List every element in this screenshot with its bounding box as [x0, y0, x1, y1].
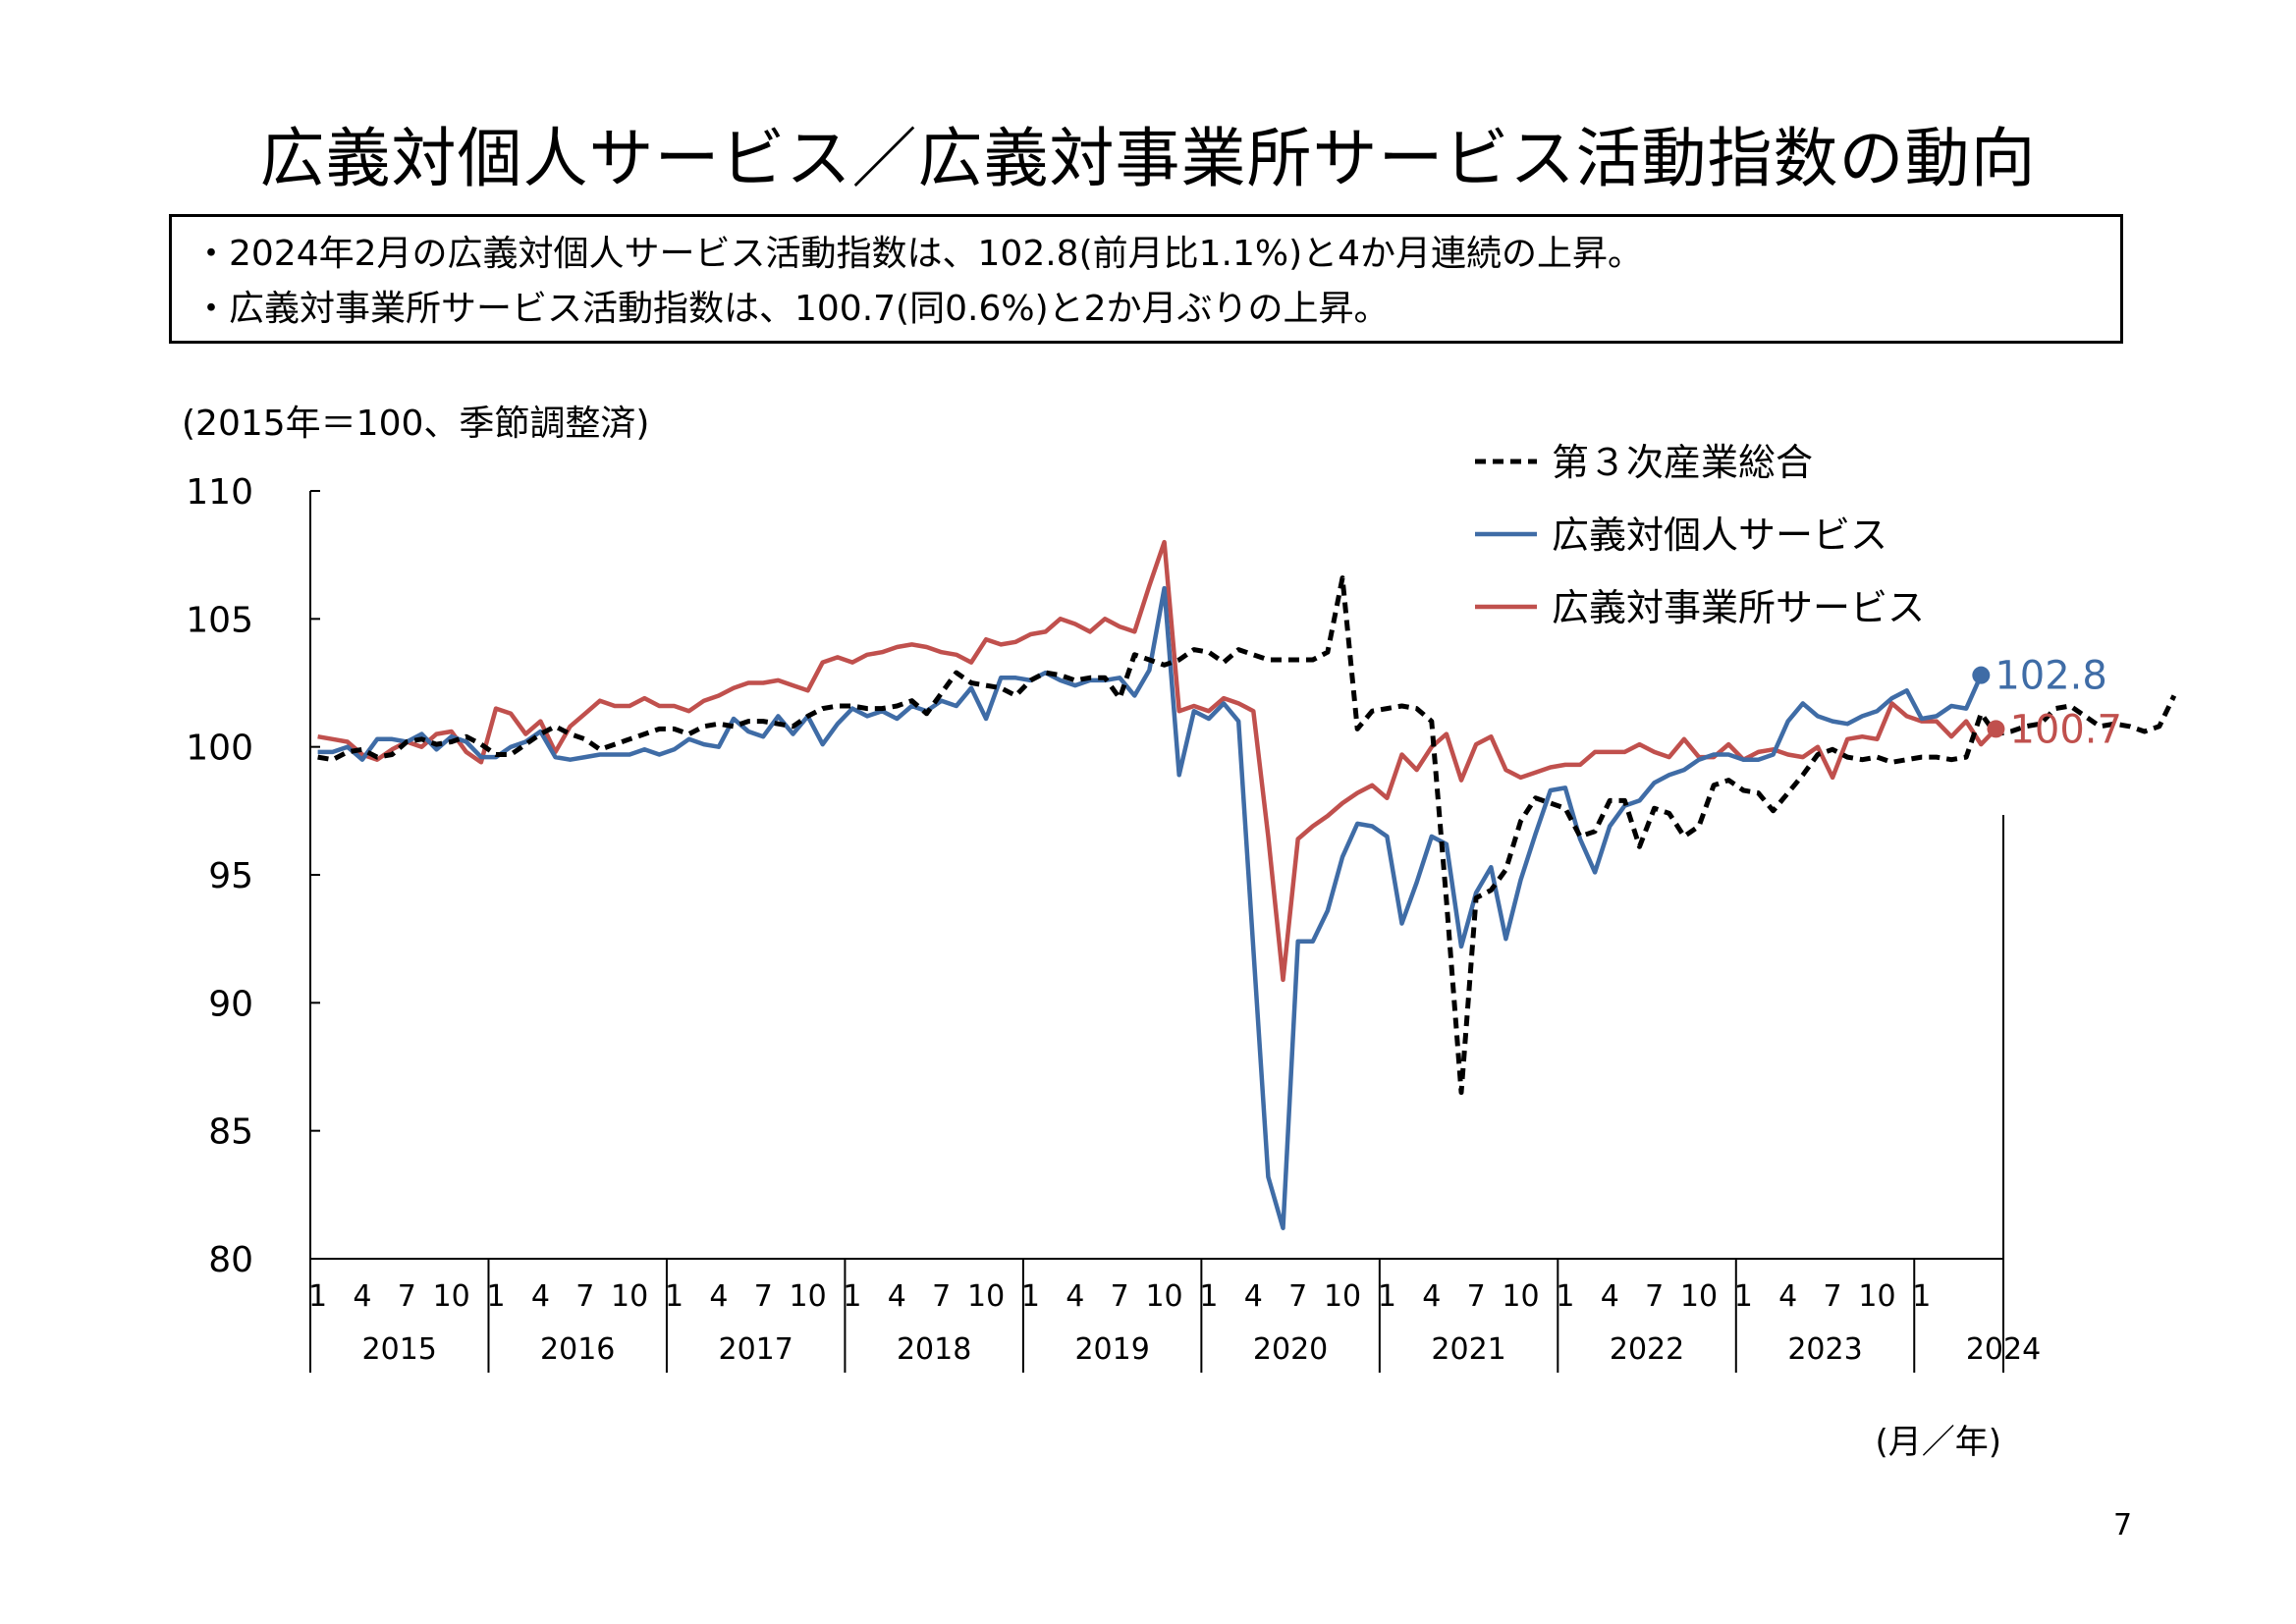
year-label: 2023 — [1787, 1332, 1862, 1367]
month-tick-label: 4 — [1244, 1279, 1263, 1314]
summary-line-business: ・広義対事業所サービス活動指数は、100.7(同0.6%)と2か月ぶりの上昇。 — [193, 289, 1390, 329]
series-line-tertiary — [317, 575, 2177, 1096]
month-tick-label: 1 — [308, 1279, 327, 1314]
y-tick-label: 105 — [186, 600, 253, 640]
page-number: 7 — [2113, 1508, 2133, 1543]
year-label: 2018 — [897, 1332, 971, 1367]
month-tick-label: 10 — [790, 1279, 827, 1314]
y-tick-label: 110 — [186, 472, 253, 513]
month-tick-label: 4 — [353, 1279, 371, 1314]
month-tick-label: 7 — [1111, 1279, 1129, 1314]
month-tick-label: 10 — [1145, 1279, 1182, 1314]
series-line-personal — [317, 585, 1984, 1230]
month-tick-label: 10 — [611, 1279, 648, 1314]
month-tick-label: 4 — [709, 1279, 728, 1314]
month-tick-label: 7 — [575, 1279, 594, 1314]
chart-end-labels: 102.8 100.7 — [1972, 654, 2122, 752]
month-tick-label: 1 — [1912, 1279, 1931, 1314]
month-tick-label: 7 — [1824, 1279, 1842, 1314]
y-tick-label: 80 — [208, 1240, 253, 1280]
legend-label-personal: 広義対個人サービス — [1552, 514, 1887, 557]
summary-line-personal: ・2024年2月の広義対個人サービス活動指数は、102.8(前月比1.1%)と4… — [193, 234, 1644, 274]
y-tick-label: 90 — [208, 984, 253, 1024]
month-tick-label: 10 — [1502, 1279, 1539, 1314]
month-tick-label: 1 — [1199, 1279, 1218, 1314]
page-title: 広義対個人サービス／広義対事業所サービス活動指数の動向 — [259, 121, 2037, 196]
year-label: 2022 — [1610, 1332, 1684, 1367]
year-label: 2015 — [362, 1332, 437, 1367]
month-tick-label: 1 — [1378, 1279, 1396, 1314]
month-tick-label: 1 — [843, 1279, 861, 1314]
y-tick-label: 100 — [186, 729, 253, 769]
legend-label-business: 広義対事業所サービス — [1552, 586, 1925, 629]
year-label: 2020 — [1253, 1332, 1328, 1367]
month-tick-label: 10 — [1324, 1279, 1361, 1314]
month-tick-label: 10 — [433, 1279, 470, 1314]
month-tick-label: 4 — [531, 1279, 550, 1314]
year-label: 2019 — [1074, 1332, 1149, 1367]
end-marker-business — [1987, 720, 2005, 738]
month-tick-label: 1 — [1734, 1279, 1753, 1314]
month-tick-label: 1 — [1021, 1279, 1040, 1314]
y-tick-label: 85 — [208, 1112, 253, 1153]
year-label: 2021 — [1431, 1332, 1505, 1367]
month-tick-label: 7 — [1467, 1279, 1486, 1314]
month-tick-label: 4 — [1601, 1279, 1619, 1314]
month-tick-label: 1 — [665, 1279, 683, 1314]
year-label: 2016 — [540, 1332, 615, 1367]
month-tick-label: 4 — [1422, 1279, 1441, 1314]
end-label-personal: 102.8 — [1995, 654, 2107, 699]
unit-note: (2015年＝100、季節調整済) — [182, 404, 650, 444]
year-label: 2017 — [719, 1332, 793, 1367]
month-tick-label: 10 — [1680, 1279, 1718, 1314]
end-marker-personal — [1972, 666, 1991, 684]
month-tick-label: 1 — [1556, 1279, 1574, 1314]
month-tick-label: 10 — [967, 1279, 1005, 1314]
end-label-business: 100.7 — [2009, 707, 2122, 752]
x-unit-label: (月／年) — [1875, 1423, 2001, 1462]
month-tick-label: 7 — [398, 1279, 416, 1314]
month-tick-label: 7 — [932, 1279, 951, 1314]
month-tick-label: 4 — [1066, 1279, 1084, 1314]
chart-series — [317, 539, 2177, 1230]
year-label: 2024 — [1966, 1332, 2041, 1367]
legend-label-tertiary: 第３次産業総合 — [1552, 441, 1813, 484]
month-tick-label: 7 — [1288, 1279, 1307, 1314]
month-tick-label: 7 — [1645, 1279, 1664, 1314]
month-tick-label: 4 — [1778, 1279, 1797, 1314]
month-tick-label: 4 — [888, 1279, 906, 1314]
y-tick-label: 95 — [208, 856, 253, 896]
month-tick-label: 10 — [1858, 1279, 1895, 1314]
summary-box: ・2024年2月の広義対個人サービス活動指数は、102.8(前月比1.1%)と4… — [169, 214, 2123, 344]
month-tick-label: 7 — [754, 1279, 773, 1314]
month-tick-label: 1 — [486, 1279, 505, 1314]
